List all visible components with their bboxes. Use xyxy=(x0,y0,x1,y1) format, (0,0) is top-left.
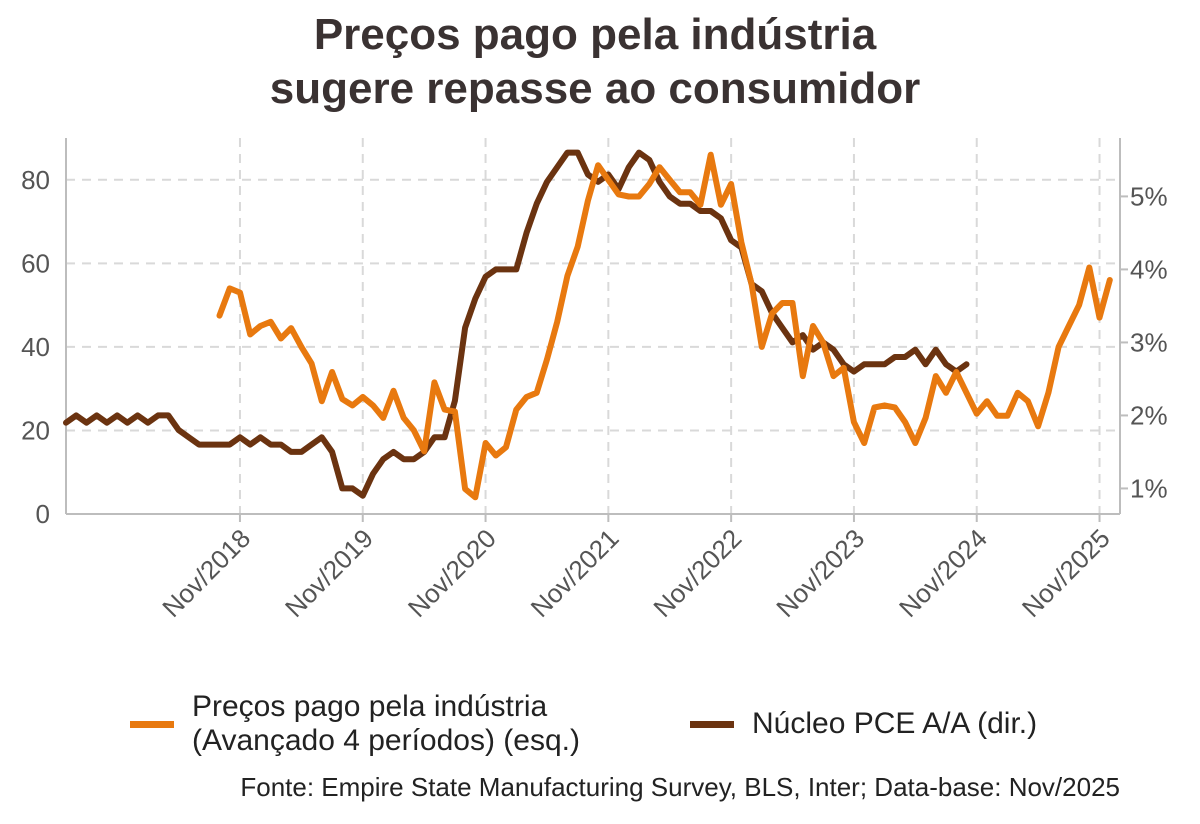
y-left-tick-label: 0 xyxy=(36,499,50,529)
chart-legend: Preços pago pela indústria (Avançado 4 p… xyxy=(130,690,1130,770)
legend-item-core-pce: Núcleo PCE A/A (dir.) xyxy=(690,707,1037,741)
x-tick-label: Nov/2019 xyxy=(279,523,379,623)
legend-item-prices-paid: Preços pago pela indústria (Avançado 4 p… xyxy=(130,690,580,758)
legend-label-core-pce: Núcleo PCE A/A (dir.) xyxy=(752,707,1037,741)
y-left-tick-label: 20 xyxy=(21,415,50,445)
line-chart: Nov/2018 Nov/2019 Nov/2020 Nov/2021 Nov/2022… xyxy=(0,0,1200,700)
y-right-tick-label: 4% xyxy=(1130,254,1168,284)
x-tick-label: Nov/2018 xyxy=(156,523,256,623)
y-right-tick-label: 5% xyxy=(1130,181,1168,211)
y-right-tick-label: 2% xyxy=(1130,400,1168,430)
y-left-tick-label: 60 xyxy=(21,248,50,278)
x-tick-label: Nov/2024 xyxy=(893,523,993,623)
source-note: Fonte: Empire State Manufacturing Survey… xyxy=(240,772,1120,803)
series-line-core-pce xyxy=(66,153,967,496)
legend-label-prices-paid: Preços pago pela indústria (Avançado 4 p… xyxy=(192,690,580,758)
y-right-tick-label: 3% xyxy=(1130,327,1168,357)
legend-swatch-core-pce xyxy=(690,721,734,728)
y-right-tick-label: 1% xyxy=(1130,473,1168,503)
x-tick-label: Nov/2021 xyxy=(525,523,625,623)
x-tick-label: Nov/2025 xyxy=(1016,523,1116,623)
x-tick-label: Nov/2020 xyxy=(402,523,502,623)
x-tick-label: Nov/2022 xyxy=(647,523,747,623)
legend-label-prices-paid-line-1: Preços pago pela indústria xyxy=(192,690,580,724)
y-left-tick-label: 40 xyxy=(21,332,50,362)
y-left-tick-label: 80 xyxy=(21,165,50,195)
legend-label-prices-paid-line-2: (Avançado 4 períodos) (esq.) xyxy=(192,724,580,758)
legend-swatch-prices-paid xyxy=(130,721,174,728)
x-tick-label: Nov/2023 xyxy=(770,523,870,623)
